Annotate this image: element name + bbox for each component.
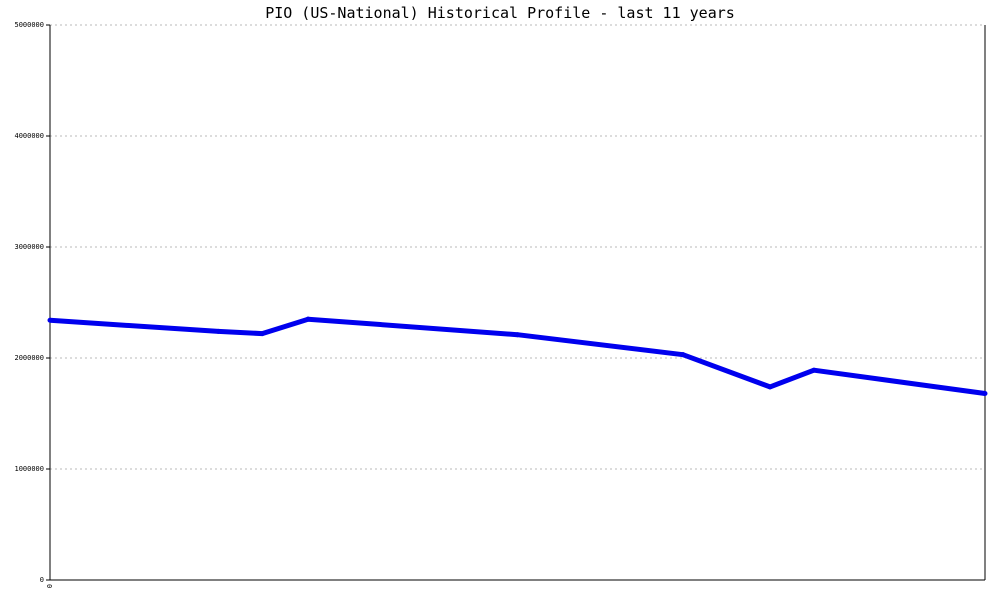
data-point [811, 367, 817, 373]
y-tick-label: 3000000 [14, 243, 44, 251]
data-point [680, 352, 686, 358]
series-line [49, 316, 986, 396]
chart-title: PIO (US-National) Historical Profile - l… [265, 4, 735, 22]
data-point [215, 328, 221, 334]
data-point [305, 316, 311, 322]
y-tick-label: 4000000 [14, 132, 44, 140]
x-tick-label: 0 [46, 584, 54, 588]
grid-lines [50, 24, 985, 470]
data-point [515, 332, 520, 338]
tick-labels: 0 1000000 2000000 3000000 4000000 5000000 0 [14, 21, 54, 588]
series-layer [47, 316, 988, 397]
axes [46, 24, 986, 581]
y-tick-label: 2000000 [14, 354, 44, 362]
y-tick-label: 5000000 [14, 21, 44, 29]
y-tick-label: 1000000 [14, 465, 44, 473]
data-point [259, 331, 265, 337]
y-tick-label: 0 [40, 576, 44, 584]
data-point [982, 391, 988, 397]
data-point [47, 317, 53, 323]
data-point [767, 384, 773, 390]
